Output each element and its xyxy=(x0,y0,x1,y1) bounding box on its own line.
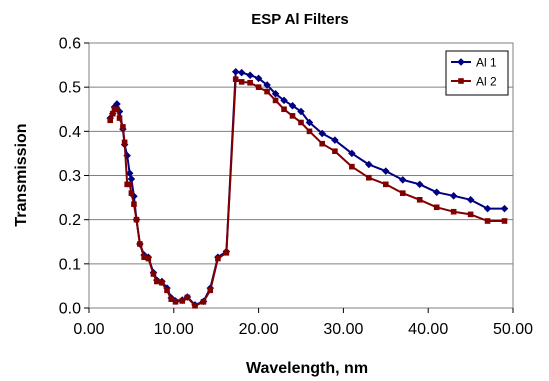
data-point-square xyxy=(232,76,239,83)
y-tick-label: 0.2 xyxy=(59,212,81,229)
x-tick-label: 30.00 xyxy=(323,321,363,338)
data-point-diamond xyxy=(125,169,134,178)
data-point-diamond xyxy=(365,160,373,169)
data-point-square xyxy=(133,216,140,223)
data-point-diamond xyxy=(415,180,424,189)
data-point-diamond xyxy=(305,118,314,127)
legend-box xyxy=(445,50,509,96)
data-point-square xyxy=(349,163,355,170)
data-point-diamond xyxy=(449,192,458,200)
data-point-square xyxy=(207,287,214,294)
data-point-square xyxy=(184,294,191,301)
legend-item-2: Al 2 xyxy=(451,75,497,89)
data-point-square xyxy=(159,280,165,286)
data-point-square xyxy=(255,84,262,90)
data-point-square xyxy=(120,124,126,130)
data-point-square xyxy=(150,271,157,277)
data-point-square xyxy=(298,119,304,126)
x-axis-ticks: 0.00 10.00 20.00 30.00 40.00 50.00 xyxy=(73,308,533,338)
data-point-diamond xyxy=(280,96,288,105)
x-tick-label: 40.00 xyxy=(408,321,448,338)
x-tick-label: 50.00 xyxy=(493,321,533,338)
data-point-square xyxy=(332,148,338,155)
data-point-diamond xyxy=(246,71,254,80)
data-point-square xyxy=(200,299,207,305)
x-tick-label: 10.00 xyxy=(154,321,194,338)
data-point-diamond xyxy=(297,107,305,116)
chart-title: ESP Al Filters xyxy=(251,11,349,28)
data-point-diamond xyxy=(348,149,356,158)
data-point-diamond xyxy=(318,129,326,138)
data-point-square xyxy=(172,299,179,305)
data-point-square xyxy=(399,190,406,196)
series-layer xyxy=(106,67,509,309)
series-2 xyxy=(107,76,508,309)
y-tick-label: 0.0 xyxy=(59,301,81,318)
data-point-diamond xyxy=(263,81,271,89)
gridlines xyxy=(89,86,513,265)
data-point-square xyxy=(319,140,325,147)
x-tick-label: 20.00 xyxy=(239,321,279,338)
data-point-diamond xyxy=(432,188,441,197)
data-point-square xyxy=(164,287,170,294)
data-point-square xyxy=(416,196,423,203)
data-point-square xyxy=(192,302,198,309)
data-point-diamond xyxy=(231,67,240,76)
y-axis-ticks: 0.0 0.1 0.2 0.3 0.4 0.5 0.6 xyxy=(59,36,89,318)
data-point-square xyxy=(126,181,133,188)
data-point-square xyxy=(484,218,491,224)
legend: Al 1 Al 2 xyxy=(445,50,509,96)
data-point-diamond xyxy=(398,176,407,184)
data-point-square xyxy=(107,117,114,124)
data-point-square xyxy=(131,201,137,208)
data-point-square xyxy=(215,255,221,262)
legend-label: Al 2 xyxy=(476,75,497,89)
data-point-square xyxy=(247,79,253,86)
data-point-diamond xyxy=(466,196,475,204)
data-point-diamond xyxy=(382,167,390,175)
data-point-square xyxy=(306,128,313,135)
y-tick-label: 0.3 xyxy=(59,168,81,185)
data-point-square xyxy=(366,174,372,181)
data-point-diamond xyxy=(500,204,509,213)
data-point-square xyxy=(145,255,152,262)
data-point-square xyxy=(238,79,245,85)
data-point-square xyxy=(264,88,270,95)
y-tick-label: 0.1 xyxy=(59,256,81,273)
y-tick-label: 0.4 xyxy=(59,124,81,141)
data-point-diamond xyxy=(288,101,297,110)
data-point-square xyxy=(450,208,457,215)
legend-item-1: Al 1 xyxy=(451,56,497,70)
legend-label: Al 1 xyxy=(476,56,497,70)
data-point-diamond xyxy=(271,90,280,98)
data-point-square xyxy=(137,241,143,247)
data-point-square xyxy=(467,211,474,218)
data-point-square xyxy=(154,278,160,285)
data-point-square xyxy=(116,115,123,121)
data-point-square xyxy=(458,78,464,84)
y-axis-label: Transmission xyxy=(13,123,30,226)
x-tick-label: 0.00 xyxy=(73,321,104,338)
data-point-square xyxy=(501,218,508,224)
data-point-diamond xyxy=(483,204,492,213)
legend-items: Al 1 Al 2 xyxy=(451,56,497,89)
data-point-square xyxy=(272,97,279,104)
x-axis-label: Wavelength, nm xyxy=(246,360,368,377)
data-point-square xyxy=(289,113,296,119)
data-point-square xyxy=(121,139,128,146)
data-point-square xyxy=(128,190,135,196)
data-point-diamond xyxy=(331,136,339,144)
data-point-square xyxy=(433,204,440,211)
data-point-square xyxy=(382,181,389,188)
data-point-diamond xyxy=(237,68,246,77)
data-point-diamond xyxy=(254,74,263,83)
data-point-square xyxy=(114,106,120,113)
data-point-square xyxy=(281,106,287,113)
y-tick-label: 0.5 xyxy=(59,80,81,97)
y-tick-label: 0.6 xyxy=(59,36,81,53)
data-point-square xyxy=(179,298,186,304)
data-point-square xyxy=(223,249,230,256)
data-point-diamond xyxy=(457,58,465,66)
